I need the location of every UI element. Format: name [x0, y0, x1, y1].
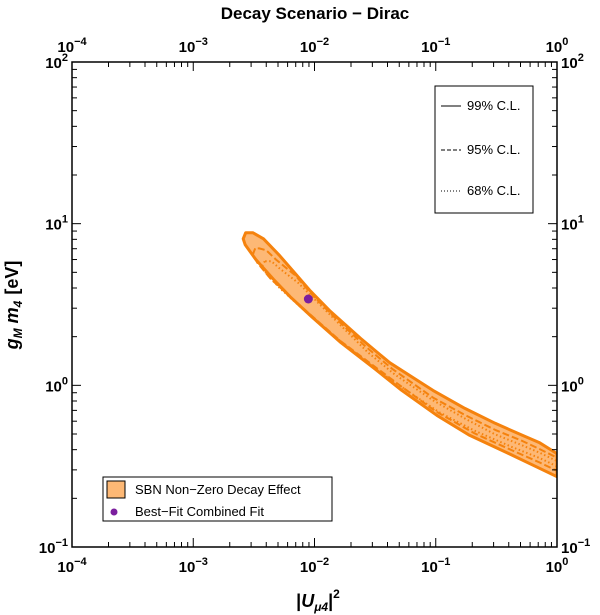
legend-markers: SBN Non−Zero Decay Effect Best−Fit Combi…	[102, 476, 333, 522]
x-label-main: U	[301, 591, 315, 611]
legend-dot-best-fit	[110, 508, 118, 516]
x-tick-label-top: 10−3	[179, 36, 208, 56]
x-tick-label: 100	[546, 556, 569, 576]
x-tick-label: 10−3	[179, 556, 208, 576]
x-tick-label-top: 10−4	[57, 36, 87, 56]
x-tick-label-top: 10−1	[421, 36, 450, 56]
y-tick-label: 100	[45, 375, 68, 395]
y-label-g-sub: M	[11, 327, 25, 338]
x-tick-label: 10−4	[57, 556, 87, 576]
legend-label-99: 99% C.L.	[467, 98, 520, 113]
x-tick-label: 10−1	[421, 556, 450, 576]
y-label-unit: [eV]	[2, 261, 22, 295]
legend-label-68: 68% C.L.	[467, 183, 520, 198]
y-tick-label-right: 10−1	[561, 537, 590, 557]
legend-marker-box	[102, 476, 333, 522]
contour-solid	[241, 231, 557, 479]
y-label-m-sub: 4	[11, 300, 25, 308]
y-label-m: m	[2, 307, 22, 323]
contour-regions	[241, 231, 557, 479]
x-axis-label: |Uμ4|2	[296, 587, 340, 614]
legend-confidence-levels: 99% C.L. 95% C.L. 68% C.L.	[434, 85, 534, 214]
tick-labels: 10−410−410−310−310−210−210−110−110010010…	[39, 36, 590, 576]
y-tick-label: 10−1	[39, 537, 68, 557]
legend-box	[434, 85, 534, 214]
best-fit-layer	[303, 294, 313, 304]
contour-dashed	[251, 247, 557, 472]
y-tick-label: 102	[45, 52, 68, 72]
legend-label-95: 95% C.L.	[467, 142, 520, 157]
y-tick-label: 101	[45, 214, 68, 234]
legend-label-best-fit: Best−Fit Combined Fit	[135, 504, 264, 519]
legend-swatch-decay	[106, 480, 126, 499]
x-tick-label: 10−2	[300, 556, 329, 576]
best-fit-point	[303, 294, 313, 304]
legend-label-decay: SBN Non−Zero Decay Effect	[135, 482, 301, 497]
x-tick-label-top: 100	[546, 36, 569, 56]
x-tick-label-top: 10−2	[300, 36, 329, 56]
y-axis-label: gMm4 [eV]	[2, 261, 25, 351]
x-label-sub: μ4	[313, 600, 328, 614]
chart-title: Decay Scenario − Dirac	[221, 4, 410, 23]
y-label-g: g	[2, 338, 22, 350]
y-tick-label-right: 100	[561, 375, 584, 395]
x-label-bar-left: |	[296, 591, 301, 611]
x-label-sup: 2	[333, 587, 340, 601]
y-tick-label-right: 101	[561, 214, 584, 234]
y-tick-label-right: 102	[561, 52, 584, 72]
axis-ticks	[71, 61, 558, 548]
x-label-bar-right: |	[328, 591, 333, 611]
